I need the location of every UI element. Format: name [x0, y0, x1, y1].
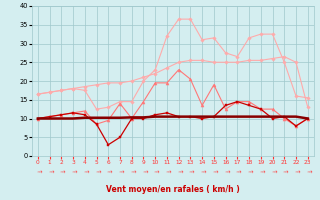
Text: ↗: ↗ [304, 168, 311, 175]
Text: ↗: ↗ [152, 168, 159, 175]
Text: ↗: ↗ [93, 168, 100, 175]
Text: ↗: ↗ [163, 168, 171, 175]
Text: ↗: ↗ [58, 168, 65, 175]
Text: ↗: ↗ [198, 168, 206, 175]
Text: ↗: ↗ [175, 168, 182, 175]
Text: ↗: ↗ [269, 168, 276, 175]
Text: ↗: ↗ [69, 168, 77, 175]
Text: ↗: ↗ [140, 168, 147, 175]
Text: ↗: ↗ [234, 168, 241, 175]
Text: ↗: ↗ [105, 168, 112, 175]
Text: ↗: ↗ [128, 168, 135, 175]
Text: ↗: ↗ [34, 168, 42, 175]
Text: ↗: ↗ [222, 168, 229, 175]
Text: ↗: ↗ [257, 168, 264, 175]
Text: ↗: ↗ [116, 168, 124, 175]
Text: ↗: ↗ [245, 168, 253, 175]
Text: ↗: ↗ [81, 168, 88, 175]
Text: ↗: ↗ [281, 168, 288, 175]
X-axis label: Vent moyen/en rafales ( km/h ): Vent moyen/en rafales ( km/h ) [106, 185, 240, 194]
Text: ↗: ↗ [210, 168, 218, 175]
Text: ↗: ↗ [187, 168, 194, 175]
Text: ↗: ↗ [292, 168, 300, 175]
Text: ↗: ↗ [46, 168, 53, 175]
